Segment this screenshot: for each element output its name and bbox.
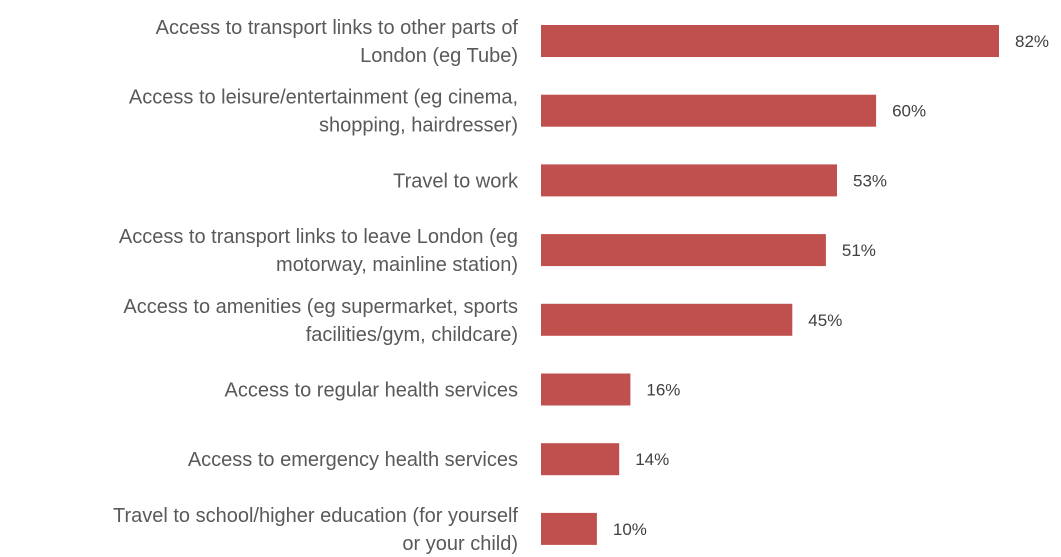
bar-2 (541, 164, 837, 197)
data-label-2: 53% (853, 171, 887, 190)
category-label-4-line-1: facilities/gym, childcare) (306, 324, 518, 346)
category-label-1-line-0: Access to leisure/entertainment (eg cine… (129, 87, 518, 109)
category-label-6-line-0: Access to emergency health services (188, 449, 518, 471)
category-label-2-line-0: Travel to work (393, 170, 519, 192)
bars (541, 25, 999, 545)
value-labels: 82% 60% 53% 51% 45% 16% 14% 10% (613, 32, 1049, 539)
data-label-3: 51% (842, 241, 876, 260)
category-label-7-line-0: Travel to school/higher education (for y… (113, 505, 518, 527)
bar-7 (541, 512, 597, 545)
bar-4 (541, 303, 793, 336)
bar-6 (541, 443, 620, 476)
data-label-7: 10% (613, 520, 647, 539)
category-label-3-line-1: motorway, mainline station) (276, 254, 518, 276)
data-label-0: 82% (1015, 32, 1049, 51)
category-label-1-line-1: shopping, hairdresser) (319, 115, 518, 137)
bar-3 (541, 234, 826, 267)
category-label-3-line-0: Access to transport links to leave Londo… (119, 226, 518, 248)
bar-0 (541, 25, 999, 57)
bar-5 (541, 373, 631, 406)
data-label-5: 16% (646, 381, 680, 400)
category-label-0-line-1: London (eg Tube) (360, 45, 518, 67)
category-labels: Access to transport links to other parts… (113, 17, 519, 555)
category-label-5-line-0: Access to regular health services (225, 380, 518, 402)
bar-1 (541, 94, 877, 127)
category-label-4-line-0: Access to amenities (eg supermarket, spo… (123, 296, 518, 318)
category-label-7-line-1: or your child) (402, 533, 518, 555)
category-label-0-line-0: Access to transport links to other parts… (156, 17, 519, 39)
data-label-1: 60% (892, 102, 926, 121)
data-label-6: 14% (635, 450, 669, 469)
data-label-4: 45% (808, 311, 842, 330)
